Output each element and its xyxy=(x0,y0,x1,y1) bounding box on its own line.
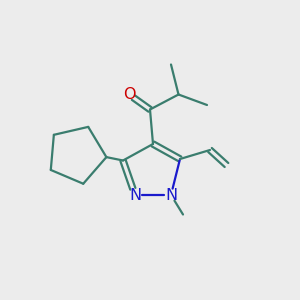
Text: O: O xyxy=(123,87,135,102)
Text: N: N xyxy=(165,188,177,202)
Text: N: N xyxy=(129,188,141,202)
